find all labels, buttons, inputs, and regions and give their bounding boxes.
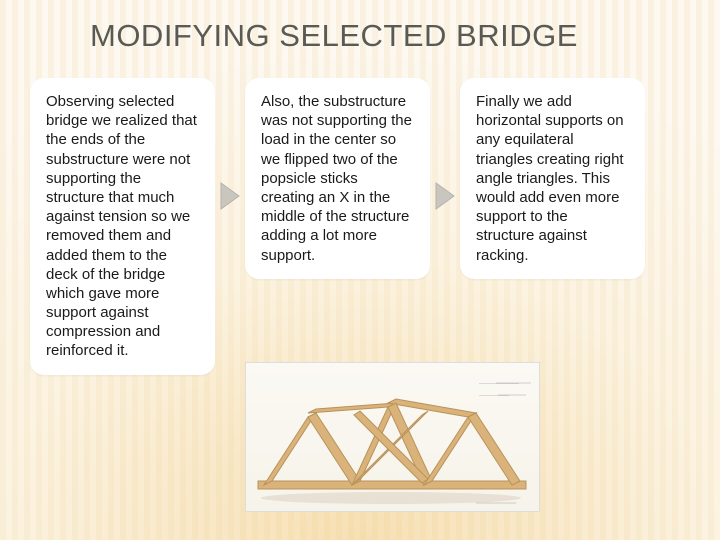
photo-sketch-marks	[479, 383, 529, 423]
slide-title: MODIFYING SELECTED BRIDGE	[90, 18, 690, 54]
cards-row: Observing selected bridge we realized th…	[30, 78, 690, 375]
arrow-1	[215, 181, 245, 211]
card-1: Observing selected bridge we realized th…	[30, 78, 215, 375]
arrow-2	[430, 181, 460, 211]
chevron-right-icon	[217, 181, 243, 211]
card-3: Finally we add horizontal supports on an…	[460, 78, 645, 279]
card-1-text: Observing selected bridge we realized th…	[46, 93, 197, 359]
card-2: Also, the substructure was not supportin…	[245, 78, 430, 279]
slide-content: MODIFYING SELECTED BRIDGE Observing sele…	[0, 0, 720, 375]
bridge-photo	[245, 362, 540, 512]
card-2-text: Also, the substructure was not supportin…	[261, 93, 412, 264]
card-3-text: Finally we add horizontal supports on an…	[476, 93, 624, 264]
chevron-right-icon	[432, 181, 458, 211]
